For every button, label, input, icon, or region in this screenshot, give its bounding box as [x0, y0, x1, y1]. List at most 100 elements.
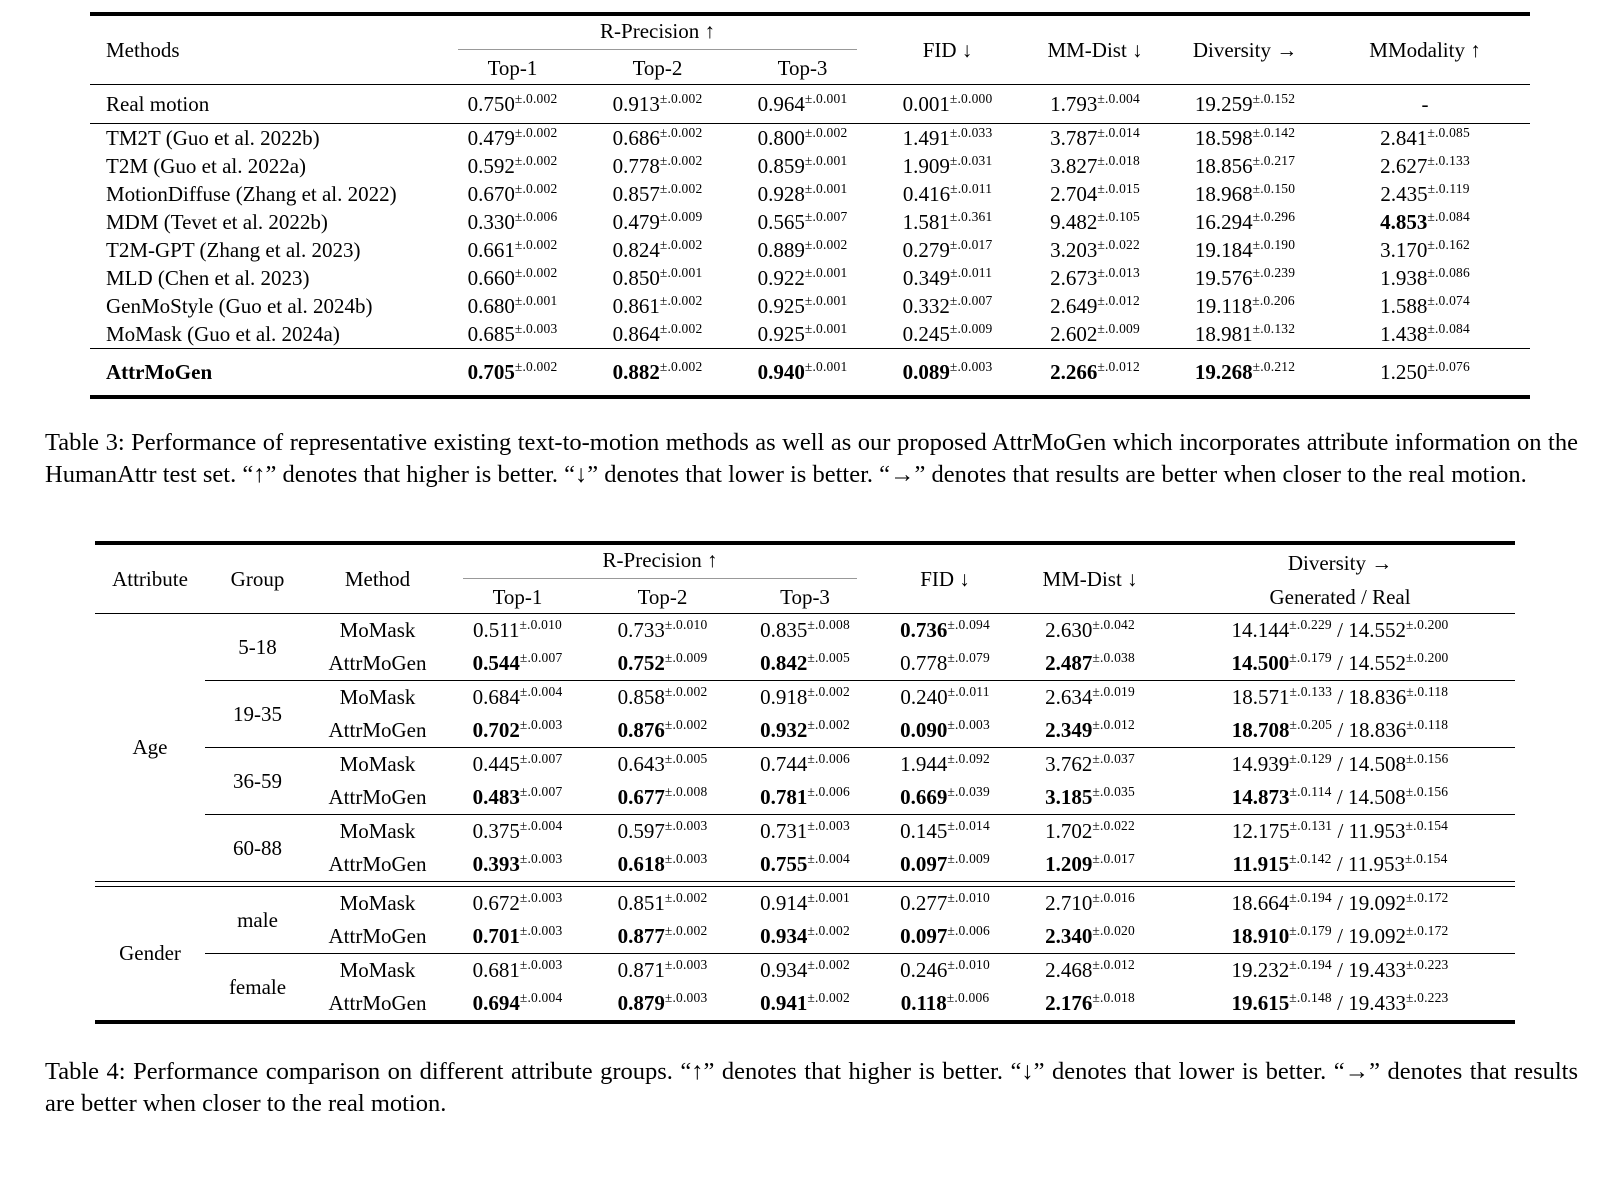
method-name: MLD (Chen et al. 2023): [106, 266, 310, 290]
std-superscript: ±.0.002: [804, 125, 848, 140]
cell-mm-dist: 1.793±.0.004: [1020, 84, 1171, 124]
cell-top1: 0.750±.0.002: [440, 84, 585, 124]
col-header-generated-real: Generated / Real: [1165, 582, 1516, 614]
cell-fid: 0.090±.0.003: [875, 714, 1015, 748]
value: 0.851: [617, 891, 665, 915]
method-name: T2M-GPT (Zhang et al. 2023): [106, 238, 361, 262]
cell-top1: 0.661±.0.002: [440, 236, 585, 264]
method-name: AttrMoGen: [328, 924, 427, 948]
cell-top3: 0.934±.0.002: [735, 953, 876, 987]
value: 0.922: [757, 266, 805, 290]
std-superscript: ±.0.004: [519, 818, 563, 833]
cell-diversity: 12.175±.0.131 / 11.953±.0.154: [1165, 814, 1516, 848]
cell-mmodality: 1.250±.0.076: [1320, 349, 1530, 398]
std-superscript: ±.0.002: [807, 990, 850, 1005]
value: 1.702: [1045, 819, 1093, 843]
value: 0.731: [760, 819, 808, 843]
col-header-mm-dist: MM-Dist ↓: [1015, 543, 1166, 614]
cell-mmodality: 2.841±.0.085: [1320, 124, 1530, 153]
table4-row: 60-88 MoMask 0.375±.0.004 0.597±.0.003 0.731…: [95, 814, 1516, 882]
method-name: MoMask: [310, 953, 445, 987]
value: 19.184: [1194, 238, 1253, 262]
method-name: Real motion: [90, 84, 440, 124]
value: 0.416: [902, 182, 951, 206]
cell-top3: 0.925±.0.001: [730, 320, 876, 349]
cell-top1: 0.672±.0.003: [445, 887, 590, 921]
std-superscript: ±.0.002: [659, 359, 703, 374]
value: 1.209: [1045, 852, 1093, 876]
cell-diversity: 19.184±.0.190: [1170, 236, 1320, 264]
cell-top2: 0.618±.0.003: [590, 848, 735, 882]
std-superscript: ±.0.014: [947, 818, 990, 833]
table3-body: Real motion 0.750±.0.002 0.913±.0.002 0.964…: [90, 84, 1531, 398]
std-superscript: ±.0.017: [949, 237, 993, 252]
value: 11.953: [1347, 852, 1405, 876]
table3-row: MotionDiffuse (Zhang et al. 2022) 0.670±.…: [90, 180, 1530, 208]
std-superscript: ±.0.105: [1097, 209, 1140, 224]
cell-mmodality: -: [1320, 84, 1531, 124]
cell-top3: 0.835±.0.008: [735, 614, 875, 648]
method-name: AttrMoGen: [328, 718, 427, 742]
std-superscript: ±.0.010: [664, 617, 708, 632]
value: 14.508: [1348, 752, 1406, 776]
value: 3.170: [1380, 238, 1428, 262]
value: 1.438: [1380, 322, 1428, 346]
cell-top3: 0.781±.0.006: [735, 781, 875, 815]
std-superscript: ±.0.172: [1405, 923, 1449, 938]
group-label: 36-59: [205, 747, 310, 815]
value: 0.882: [612, 360, 660, 384]
cell-top2: 0.876±.0.002: [590, 714, 735, 748]
std-superscript: ±.0.002: [514, 181, 558, 196]
cell-diversity: 18.968±.0.150: [1170, 180, 1320, 208]
std-superscript: ±.0.039: [947, 784, 990, 799]
value: 0.694: [472, 991, 520, 1015]
cell-top1: 0.701±.0.003: [445, 920, 590, 954]
value: 0.660: [467, 266, 515, 290]
std-superscript: ±.0.038: [1092, 650, 1135, 665]
value: 18.836: [1348, 685, 1407, 709]
table3-caption: Table 3: Performance of representative e…: [45, 429, 1578, 488]
std-superscript: ±.0.239: [1252, 265, 1296, 280]
cell-top2: 0.778±.0.002: [585, 152, 730, 180]
std-superscript: ±.0.154: [1405, 818, 1449, 833]
std-superscript: ±.0.223: [1405, 990, 1449, 1005]
value: 0.445: [472, 752, 520, 776]
value: 12.175: [1231, 819, 1290, 843]
table3-row: MDM (Tevet et al. 2022b) 0.330±.0.006 0.47…: [90, 208, 1530, 236]
cell-fid: 1.909±.0.031: [875, 152, 1020, 180]
std-superscript: ±.0.133: [1427, 153, 1470, 168]
cell-top1: 0.681±.0.003: [445, 953, 590, 987]
std-superscript: ±.0.200: [1405, 617, 1449, 632]
value: 0.858: [617, 685, 665, 709]
cell-top1: 0.685±.0.003: [440, 320, 585, 349]
cell-diversity: 19.259±.0.152: [1170, 84, 1321, 124]
value: 3.787: [1050, 126, 1098, 150]
table4: Attribute Group Method R-Precision ↑ FID…: [95, 541, 1516, 1024]
cell-top1: 0.511±.0.010: [445, 614, 590, 648]
value: 0.597: [617, 819, 665, 843]
col-header-mmodality: MModality ↑: [1320, 14, 1531, 85]
value: 14.552: [1348, 618, 1406, 642]
std-superscript: ±.0.005: [664, 751, 708, 766]
cell-fid: 0.001±.0.000: [875, 84, 1021, 124]
value: 0.544: [472, 651, 520, 675]
value: 2.487: [1045, 651, 1093, 675]
cell-mmodality: 2.435±.0.119: [1320, 180, 1530, 208]
std-superscript: ±.0.012: [1092, 957, 1135, 972]
cell-mm-dist: 2.602±.0.009: [1020, 320, 1171, 349]
cell-mm-dist: 2.266±.0.012: [1020, 349, 1170, 398]
std-superscript: ±.0.001: [804, 321, 848, 336]
cell-mm-dist: 2.630±.0.042: [1015, 614, 1165, 648]
std-superscript: ±.0.016: [1092, 890, 1135, 905]
value: 18.571: [1231, 685, 1290, 709]
value: 0.842: [760, 651, 808, 675]
value: 14.500: [1231, 651, 1290, 675]
std-superscript: ±.0.002: [664, 717, 708, 732]
table4-row: Gender male MoMask 0.672±.0.003 0.851±.0.002…: [95, 887, 1515, 965]
value: 18.910: [1231, 924, 1290, 948]
cell-top2: 0.733±.0.010: [590, 614, 735, 648]
value: 2.602: [1050, 322, 1098, 346]
cell-top2: 0.677±.0.008: [590, 781, 735, 815]
std-superscript: ±.0.076: [1427, 359, 1470, 374]
value: 0.565: [757, 210, 805, 234]
